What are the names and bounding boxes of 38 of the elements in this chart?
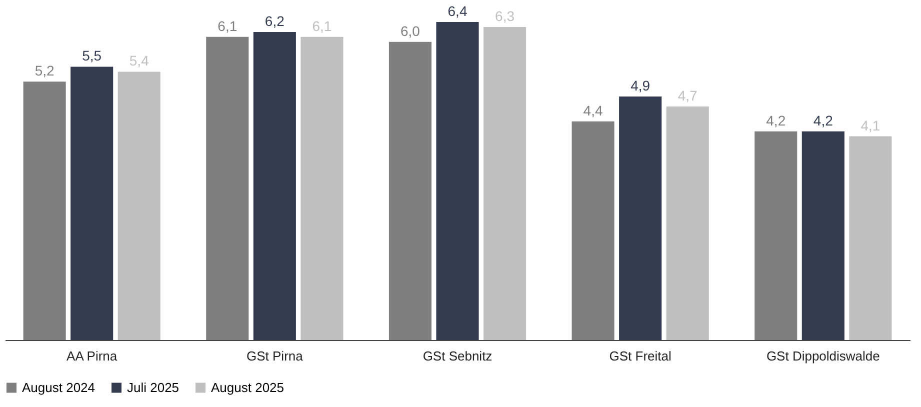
legend-label: August 2024 [22, 380, 96, 395]
data-label: 6,1 [312, 18, 332, 34]
data-label: 4,7 [678, 87, 698, 104]
legend-label: August 2025 [211, 380, 284, 395]
bar [23, 82, 66, 340]
bar [118, 72, 160, 340]
bar [388, 42, 432, 340]
legend-label: Juli 2025 [127, 380, 180, 395]
bar [206, 36, 249, 340]
bar [70, 66, 114, 340]
x-tick-label: GSt Pirna [246, 348, 304, 364]
x-tick-label: GSt Sebnitz [422, 348, 492, 364]
bar [253, 32, 296, 340]
x-tick-label: GSt Dippoldiswalde [766, 348, 880, 364]
bar [300, 36, 344, 340]
bar [849, 136, 892, 340]
data-label: 6,1 [218, 18, 238, 34]
x-tick-label: AA Pirna [66, 348, 118, 364]
data-label: 5,4 [129, 52, 150, 69]
data-label: 4,2 [813, 112, 834, 128]
data-label: 4,9 [630, 78, 650, 94]
bar [484, 26, 526, 340]
data-label: 6,3 [495, 8, 515, 24]
bar [572, 121, 614, 340]
data-label: 5,2 [34, 62, 54, 79]
bar [619, 96, 662, 340]
bar [754, 131, 798, 340]
x-tick-label: GSt Freital [609, 348, 672, 364]
bar [436, 22, 479, 340]
data-label: 4,4 [583, 102, 603, 118]
bar [802, 131, 844, 340]
data-label: 5,5 [82, 48, 102, 64]
bar [666, 106, 709, 340]
data-label: 4,1 [860, 117, 880, 134]
data-label: 6,0 [400, 22, 420, 39]
data-label: 6,4 [448, 3, 468, 19]
data-label: 6,2 [264, 12, 285, 29]
data-label: 4,2 [766, 112, 786, 128]
